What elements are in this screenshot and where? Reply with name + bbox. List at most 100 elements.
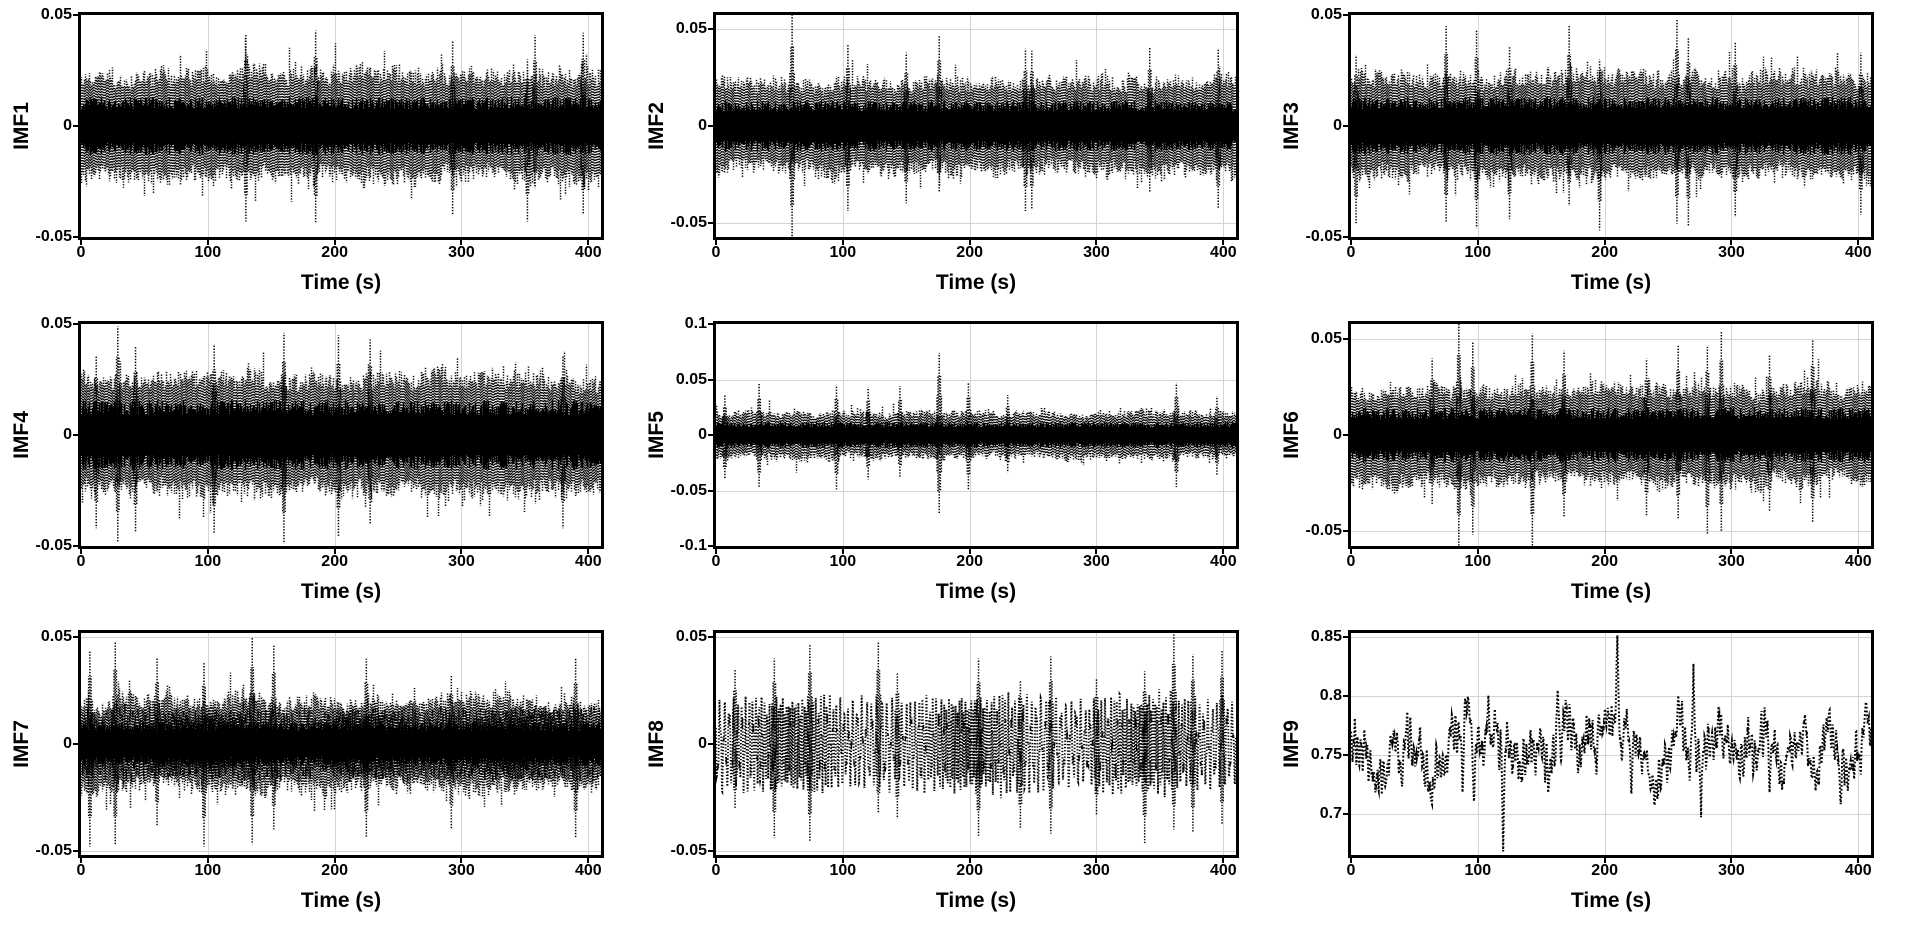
x-tick-mark	[1476, 858, 1479, 863]
x-axis-label: Time (s)	[1570, 580, 1652, 603]
plot-area	[1348, 630, 1874, 858]
x-tick-mark	[1603, 858, 1606, 863]
x-axis-label: Time (s)	[300, 580, 382, 603]
x-tick-label: 200	[1591, 553, 1618, 570]
x-tick-mark	[587, 858, 590, 863]
x-tick-mark	[1603, 549, 1606, 554]
x-tick-mark	[206, 858, 209, 863]
x-tick-label: 100	[1464, 244, 1492, 261]
x-tick-label: 100	[194, 244, 222, 261]
x-tick-mark	[715, 549, 717, 554]
x-tick-mark	[1222, 240, 1225, 245]
x-tick-mark	[1857, 858, 1860, 863]
x-tick-label: 0	[76, 862, 86, 879]
x-tick-label: 200	[956, 862, 983, 879]
x-tick-mark	[1476, 549, 1479, 554]
x-tick-mark	[333, 549, 336, 554]
signal-canvas	[81, 15, 601, 237]
signal-canvas	[1351, 633, 1871, 855]
x-tick-mark	[968, 858, 971, 863]
subplot-imf8: IMF8 0.05 0 -0.05 0 100 200 300 400 Time (s)	[635, 618, 1270, 927]
x-tick-label: 400	[1844, 862, 1872, 879]
subplot-imf1: IMF1 0.05 0 -0.05 0 100 200 300 400 Time (s)	[0, 0, 635, 309]
signal-canvas	[716, 15, 1236, 237]
x-tick-mark	[460, 240, 463, 245]
x-tick-mark	[1730, 858, 1733, 863]
plot-area	[78, 12, 604, 240]
y-axis-label: IMF1	[10, 102, 33, 150]
subplot-imf2: IMF2 0.05 0 -0.05 0 100 200 300 400 Time (s)	[635, 0, 1270, 309]
subplot-imf5: IMF5 0.1 0.05 0 -0.05 -0.1 0 100 200 300 400 Tim…	[635, 309, 1270, 618]
x-tick-label: 0	[1346, 862, 1356, 879]
x-axis-label: Time (s)	[935, 271, 1017, 294]
x-tick-mark	[1350, 858, 1352, 863]
x-tick-label: 400	[574, 862, 602, 879]
plot-area	[713, 321, 1239, 549]
x-tick-mark	[206, 549, 209, 554]
x-tick-mark	[333, 858, 336, 863]
y-axis-label: IMF3	[1280, 102, 1303, 150]
x-tick-label: 400	[1209, 244, 1237, 261]
x-tick-mark	[587, 549, 590, 554]
x-tick-mark	[80, 240, 82, 245]
x-tick-mark	[333, 240, 336, 245]
x-tick-label: 400	[1844, 553, 1872, 570]
x-tick-mark	[1350, 549, 1352, 554]
x-tick-mark	[841, 240, 844, 245]
x-tick-label: 100	[194, 553, 222, 570]
signal-canvas	[716, 633, 1236, 855]
signal-canvas	[1351, 324, 1871, 546]
y-axis-label: IMF9	[1280, 720, 1303, 768]
x-tick-mark	[587, 240, 590, 245]
x-tick-label: 0	[711, 244, 721, 261]
x-tick-label: 300	[448, 244, 475, 261]
x-tick-label: 0	[711, 862, 721, 879]
x-tick-label: 100	[194, 862, 222, 879]
x-tick-mark	[1095, 549, 1098, 554]
signal-canvas	[1351, 15, 1871, 237]
plot-area	[713, 630, 1239, 858]
x-tick-label: 200	[321, 553, 348, 570]
x-tick-label: 300	[1718, 553, 1745, 570]
x-tick-mark	[460, 549, 463, 554]
x-tick-mark	[80, 858, 82, 863]
x-tick-label: 400	[1209, 553, 1237, 570]
x-tick-label: 0	[76, 244, 86, 261]
x-tick-label: 300	[448, 553, 475, 570]
y-axis-label: IMF2	[645, 102, 668, 150]
signal-canvas	[81, 324, 601, 546]
subplot-imf3: IMF3 0.05 0 -0.05 0 100 200 300 400 Time (s)	[1270, 0, 1905, 309]
x-tick-mark	[1730, 240, 1733, 245]
x-tick-mark	[1095, 858, 1098, 863]
x-tick-label: 200	[321, 244, 348, 261]
x-tick-mark	[1095, 240, 1098, 245]
x-tick-label: 0	[76, 553, 86, 570]
y-axis-label: IMF6	[1280, 411, 1303, 459]
x-tick-mark	[841, 549, 844, 554]
subplot-imf4: IMF4 0.05 0 -0.05 0 100 200 300 400 Time (s)	[0, 309, 635, 618]
x-tick-label: 300	[1083, 862, 1110, 879]
x-axis-label: Time (s)	[935, 580, 1017, 603]
y-axis-label: IMF5	[645, 411, 668, 459]
x-axis-label: Time (s)	[1570, 889, 1652, 912]
plot-area	[713, 12, 1239, 240]
x-tick-mark	[715, 858, 717, 863]
subplot-imf9: IMF9 0.85 0.8 0.75 0.7 0 100 200 300 400 Time (…	[1270, 618, 1905, 927]
x-tick-label: 200	[956, 244, 983, 261]
x-tick-mark	[80, 549, 82, 554]
x-tick-label: 400	[574, 244, 602, 261]
subplot-imf7: IMF7 0.05 0 -0.05 0 100 200 300 400 Time (s)	[0, 618, 635, 927]
x-tick-label: 200	[321, 862, 348, 879]
x-tick-label: 400	[1844, 244, 1872, 261]
x-axis-label: Time (s)	[935, 889, 1017, 912]
x-tick-label: 0	[1346, 553, 1356, 570]
x-tick-mark	[1222, 549, 1225, 554]
x-tick-label: 100	[1464, 553, 1492, 570]
signal-canvas	[716, 324, 1236, 546]
x-tick-mark	[1222, 858, 1225, 863]
x-tick-mark	[1603, 240, 1606, 245]
y-axis-label: IMF7	[10, 720, 33, 768]
x-axis-label: Time (s)	[300, 889, 382, 912]
subplot-imf6: IMF6 0.05 0 -0.05 0 100 200 300 400 Time (s)	[1270, 309, 1905, 618]
